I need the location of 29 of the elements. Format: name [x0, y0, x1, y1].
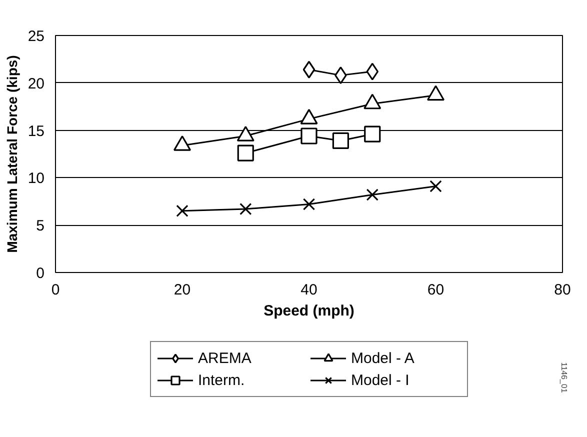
y-tick-label: 20 — [28, 75, 45, 92]
point — [364, 126, 381, 142]
point — [430, 180, 442, 192]
x-axis-title: Speed (mph) — [264, 302, 354, 320]
text: 1146_01 — [560, 362, 568, 394]
legend-label: Interm. — [198, 372, 246, 388]
x-tick-label: 80 — [554, 282, 571, 298]
x-tick-label: 0 — [51, 282, 60, 298]
y-tick-label: 10 — [28, 170, 45, 188]
point — [237, 144, 254, 162]
point — [300, 128, 318, 144]
x-tick-label: 40 — [300, 282, 318, 298]
point — [176, 204, 188, 217]
point — [302, 198, 316, 210]
point — [332, 132, 349, 150]
point — [240, 202, 252, 216]
y-tick-label: 5 — [36, 218, 44, 235]
y-axis-title: Maximum Lateral Force (kips) — [4, 55, 20, 253]
legend-label: AREMA — [198, 350, 252, 366]
legend-label: Model - A — [351, 350, 416, 366]
legend-label: Model - I — [351, 372, 410, 388]
point — [366, 62, 379, 80]
point — [302, 60, 316, 78]
x-tick-label: 20 — [174, 282, 191, 298]
y-tick-label: 15 — [28, 122, 45, 140]
x-tick-label: 60 — [427, 282, 444, 298]
point — [366, 188, 378, 201]
y-tick-label: 25 — [28, 28, 45, 45]
y-tick-label: 0 — [36, 265, 44, 282]
